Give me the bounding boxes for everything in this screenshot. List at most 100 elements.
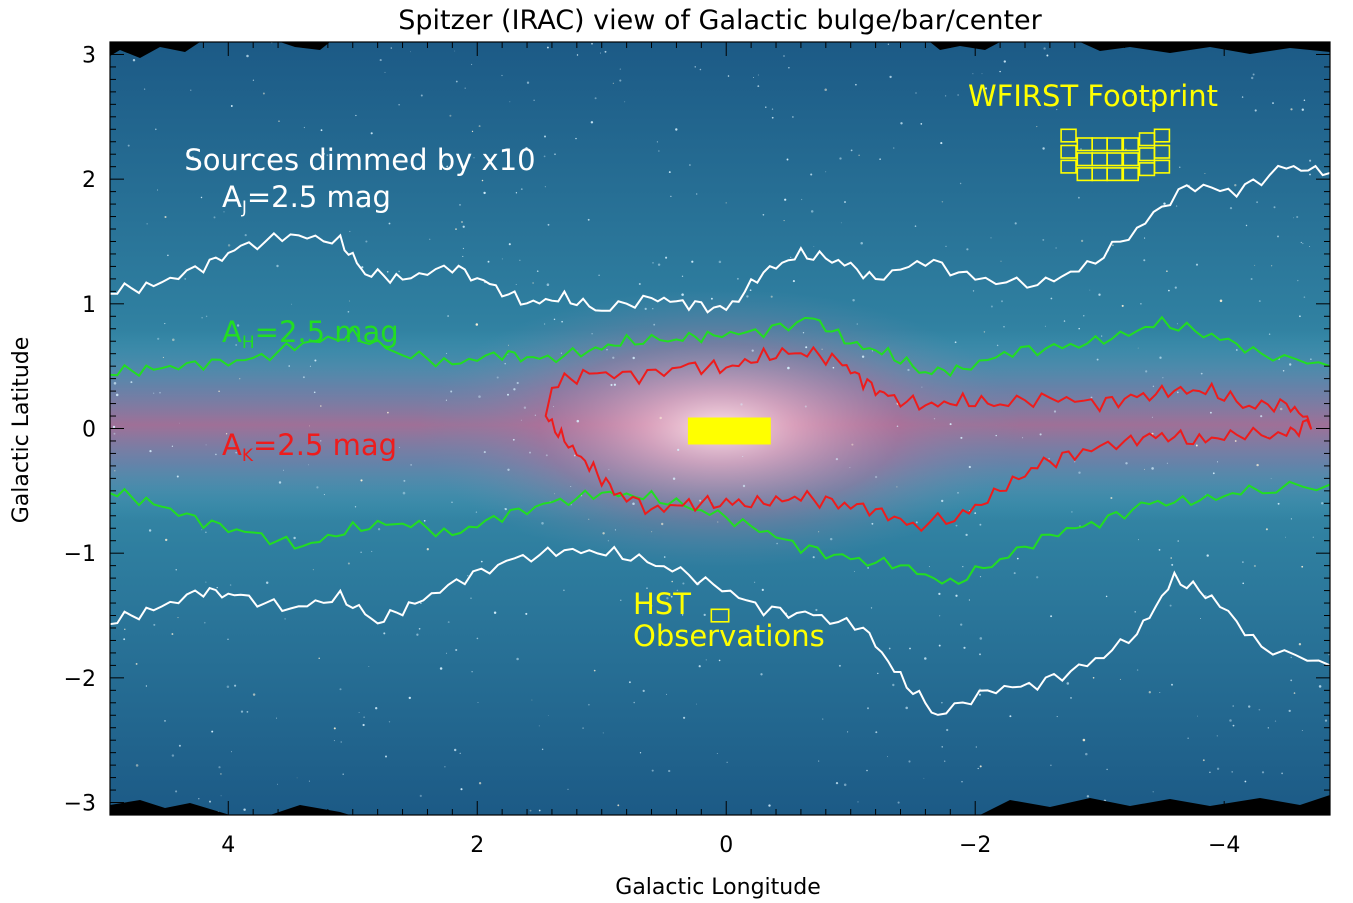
star [1195, 444, 1198, 447]
star [447, 621, 450, 624]
star [1050, 615, 1053, 618]
star [504, 362, 506, 365]
star [171, 445, 174, 447]
star [240, 710, 244, 713]
star [858, 154, 860, 156]
star [1013, 572, 1016, 575]
star [360, 479, 363, 482]
wfirst-footprint-field [1060, 128, 1077, 143]
wfirst-footprint-field [1122, 137, 1140, 152]
star [1312, 536, 1314, 538]
star [439, 667, 443, 670]
star [1206, 554, 1209, 557]
star [1288, 709, 1291, 713]
star [668, 171, 671, 174]
star [547, 715, 549, 716]
star [379, 59, 382, 62]
star [318, 657, 320, 660]
star [628, 681, 631, 684]
aj-suffix: =2.5 mag [247, 180, 391, 214]
star [561, 320, 563, 323]
star [1245, 224, 1248, 227]
star [308, 780, 310, 782]
star [725, 202, 727, 204]
star [749, 289, 752, 292]
star [1066, 682, 1070, 685]
star [475, 323, 479, 326]
star [867, 567, 869, 569]
star [1016, 557, 1019, 560]
star [576, 54, 579, 56]
star [656, 141, 659, 143]
star [653, 323, 656, 326]
star [1303, 296, 1306, 298]
star [312, 569, 314, 571]
ak-prefix: A [222, 428, 242, 462]
star [981, 73, 983, 75]
star [938, 592, 941, 596]
star [398, 446, 400, 449]
star [520, 419, 522, 421]
aj-contour-lower [110, 545, 1330, 716]
star [1138, 539, 1140, 541]
star [961, 781, 963, 783]
star [675, 128, 678, 131]
star [999, 70, 1001, 73]
star [1003, 326, 1005, 328]
star [544, 135, 546, 138]
star [963, 646, 966, 649]
star [450, 390, 453, 393]
star [757, 85, 760, 88]
star [1252, 73, 1255, 76]
star [1044, 325, 1046, 327]
star [1272, 102, 1274, 105]
star [1265, 528, 1268, 531]
star [1149, 99, 1152, 102]
star [839, 157, 842, 160]
star [1042, 147, 1045, 150]
star [493, 611, 497, 614]
star [1290, 518, 1292, 520]
star [124, 628, 126, 631]
star [473, 157, 475, 159]
star [291, 303, 293, 305]
star [386, 270, 389, 273]
star [545, 454, 548, 457]
star [652, 262, 654, 264]
star [512, 438, 515, 441]
star [1289, 363, 1292, 366]
star [812, 556, 815, 559]
aj-contour-upper [110, 164, 1330, 314]
star [529, 809, 532, 812]
star [1248, 705, 1251, 708]
star [652, 308, 654, 310]
star [323, 494, 325, 496]
ah-contour-upper [110, 315, 1330, 378]
star [354, 506, 357, 508]
star [1235, 349, 1238, 351]
star [1282, 370, 1285, 372]
star [1254, 109, 1257, 112]
star [365, 240, 368, 243]
star [230, 105, 233, 107]
ak-sub: K [242, 446, 254, 466]
star [478, 125, 481, 128]
star [229, 584, 232, 586]
star [955, 524, 958, 527]
star [347, 562, 350, 565]
star [451, 501, 453, 504]
star [665, 256, 668, 259]
star [657, 263, 661, 266]
star [924, 657, 927, 660]
star [1212, 472, 1215, 475]
star [1232, 724, 1235, 727]
aj-sub: J [241, 198, 247, 218]
star [1277, 235, 1279, 238]
star [159, 391, 161, 394]
star [825, 171, 827, 173]
star [516, 657, 519, 661]
star [1134, 611, 1136, 613]
star [1009, 715, 1012, 718]
star [1171, 683, 1173, 686]
star [877, 672, 879, 675]
